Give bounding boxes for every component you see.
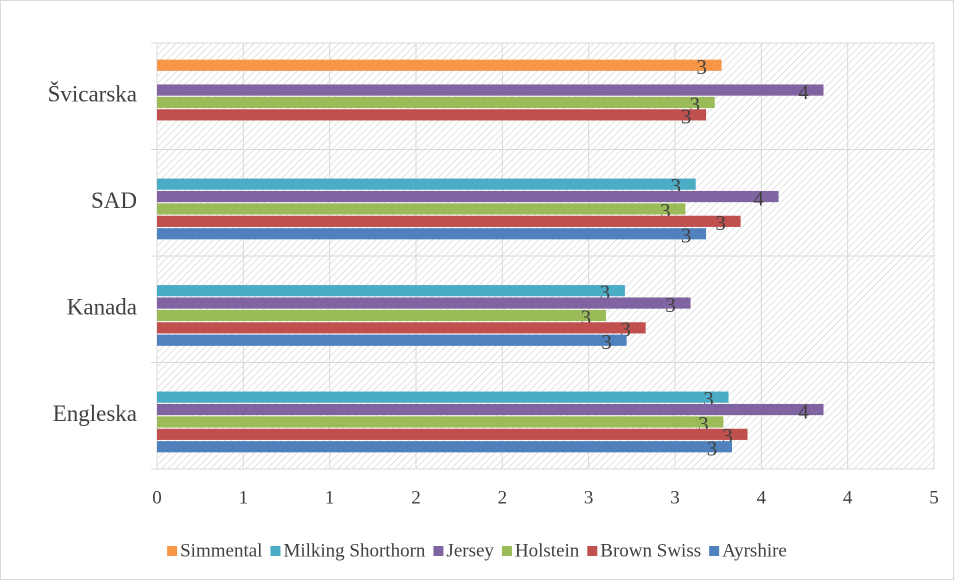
value-label: 4 bbox=[798, 399, 809, 423]
x-tick-label: 4 bbox=[843, 487, 853, 508]
value-label: 3 bbox=[665, 293, 676, 317]
value-label: 3 bbox=[698, 412, 709, 436]
value-label: 3 bbox=[581, 305, 592, 329]
legend-label: Ayrshire bbox=[722, 540, 787, 561]
bar bbox=[157, 178, 696, 190]
value-label: 3 bbox=[703, 387, 714, 411]
bar bbox=[157, 84, 824, 96]
bar bbox=[157, 403, 824, 416]
bar bbox=[157, 59, 722, 71]
x-tick-label: 2 bbox=[498, 487, 508, 508]
x-tick-label: 5 bbox=[929, 487, 939, 508]
legend-swatch bbox=[709, 546, 720, 556]
value-label: 4 bbox=[798, 80, 809, 104]
bar bbox=[157, 309, 606, 322]
value-label: 3 bbox=[715, 211, 726, 235]
y-tick-label: Engleska bbox=[53, 401, 137, 426]
bar bbox=[157, 203, 686, 215]
value-label: 3 bbox=[601, 330, 612, 354]
x-tick-label: 1 bbox=[325, 487, 335, 508]
legend-swatch bbox=[501, 546, 512, 556]
bar bbox=[157, 190, 779, 203]
bar bbox=[157, 416, 724, 428]
value-label: 3 bbox=[670, 174, 681, 198]
x-tick-label: 3 bbox=[584, 487, 594, 508]
y-tick-label: Švicarska bbox=[48, 81, 137, 107]
x-tick-label: 0 bbox=[152, 487, 162, 508]
value-label: 3 bbox=[689, 92, 700, 116]
legend-swatch bbox=[587, 546, 598, 556]
value-label: 3 bbox=[681, 224, 692, 248]
bar bbox=[157, 228, 707, 240]
value-label: 3 bbox=[681, 105, 692, 129]
bar bbox=[157, 96, 715, 109]
bar bbox=[157, 334, 627, 346]
value-label: 3 bbox=[660, 199, 671, 223]
value-label: 4 bbox=[753, 186, 764, 210]
bar bbox=[157, 322, 646, 334]
value-label: 3 bbox=[722, 424, 733, 448]
legend-label: Simmental bbox=[180, 540, 262, 561]
legend-swatch bbox=[167, 546, 178, 556]
y-tick-label: Kanada bbox=[67, 295, 137, 320]
legend-label: Brown Swiss bbox=[600, 540, 701, 561]
bar bbox=[157, 391, 729, 403]
legend-label: Jersey bbox=[446, 540, 494, 561]
bar bbox=[157, 109, 707, 121]
legend-label: Milking Shorthorn bbox=[283, 540, 425, 561]
bar bbox=[157, 441, 732, 453]
legend-swatch bbox=[433, 546, 444, 556]
value-label: 3 bbox=[707, 437, 718, 461]
bar bbox=[157, 215, 741, 227]
legend-label: Holstein bbox=[515, 540, 580, 561]
legend-swatch bbox=[270, 546, 281, 556]
bar bbox=[157, 297, 691, 309]
x-tick-label: 4 bbox=[757, 487, 767, 508]
value-label: 3 bbox=[696, 55, 707, 79]
y-tick-label: SAD bbox=[91, 188, 137, 213]
x-tick-label: 1 bbox=[239, 487, 249, 508]
bar bbox=[157, 285, 625, 297]
x-tick-label: 2 bbox=[411, 487, 421, 508]
value-label: 3 bbox=[620, 318, 631, 342]
bar bbox=[157, 428, 748, 440]
value-label: 3 bbox=[600, 280, 611, 304]
x-tick-label: 3 bbox=[670, 487, 680, 508]
